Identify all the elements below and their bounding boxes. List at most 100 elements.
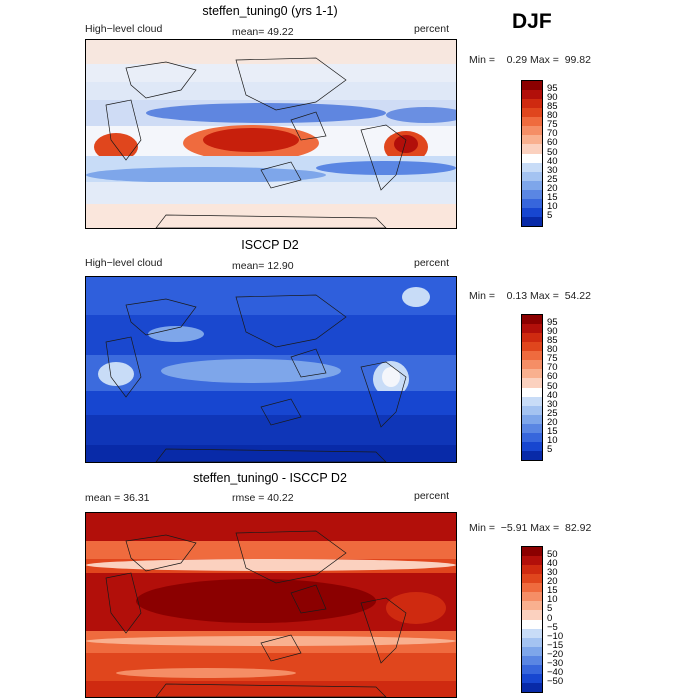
colorbar-label: 50 [547, 146, 558, 158]
colorbar-swatch [522, 450, 542, 460]
colorbar-label: 25 [547, 173, 558, 185]
colorbar-label: 10 [547, 594, 558, 606]
colorbar-swatch [522, 682, 542, 692]
season-label: DJF [512, 10, 552, 33]
colorbar-swatch [522, 333, 542, 343]
colorbar-swatch [522, 171, 542, 181]
colorbar-label: 15 [547, 191, 558, 203]
colorbar-swatch [522, 432, 542, 442]
colorbar-label: 40 [547, 389, 558, 401]
colorbar-label: 75 [547, 353, 558, 365]
map-diff [85, 512, 457, 698]
colorbar-label: −40 [547, 666, 564, 678]
colorbar-swatch [522, 574, 542, 584]
colorbar-label: 10 [547, 434, 558, 446]
colorbar-swatch [522, 180, 542, 190]
variable-label: High−level cloud [85, 257, 163, 269]
colorbar-swatch [522, 414, 542, 424]
colorbar-swatch [522, 315, 542, 325]
colorbar-label: 90 [547, 92, 558, 104]
minmax-label: Min = 0.13 Max = 54.22 [469, 290, 591, 302]
colorbar-label: −10 [547, 630, 564, 642]
colorbar-label: 40 [547, 155, 558, 167]
colorbar-label: 30 [547, 398, 558, 410]
colorbar-swatch [522, 360, 542, 370]
units-label: percent [414, 490, 450, 502]
colorbar-label: 70 [547, 362, 558, 374]
colorbar-swatch [522, 664, 542, 674]
colorbar-swatch [522, 441, 542, 451]
colorbar-swatch [522, 324, 542, 334]
colorbar-swatch [522, 342, 542, 352]
colorbar-label: 75 [547, 119, 558, 131]
colorbar-swatch [522, 198, 542, 208]
colorbar-swatch [522, 583, 542, 593]
colorbar-label: −20 [547, 648, 564, 660]
units-label: percent [414, 23, 450, 35]
colorbar-label: 20 [547, 576, 558, 588]
colorbar [521, 546, 543, 693]
units-label: percent [414, 257, 450, 269]
minmax-label: Min = 0.29 Max = 99.82 [469, 54, 591, 66]
colorbar-swatch [522, 378, 542, 388]
colorbar-label: 5 [547, 443, 553, 455]
mean-label: mean= 12.90 [232, 260, 294, 272]
colorbar-swatch [522, 592, 542, 602]
colorbar-label: −50 [547, 675, 564, 687]
panel-title: steffen_tuning0 (yrs 1-1) [202, 4, 338, 18]
colorbar-swatch [522, 81, 542, 91]
colorbar-label: 30 [547, 164, 558, 176]
colorbar-swatch [522, 351, 542, 361]
colorbar-label: 80 [547, 110, 558, 122]
map-model [85, 39, 457, 229]
colorbar-swatch [522, 153, 542, 163]
colorbar-label: 15 [547, 585, 558, 597]
panel-title: steffen_tuning0 - ISCCP D2 [193, 471, 347, 485]
colorbar-swatch [522, 126, 542, 136]
mean-label: mean = 36.31 [85, 492, 150, 504]
colorbar [521, 314, 543, 461]
colorbar-swatch [522, 162, 542, 172]
colorbar-label: 95 [547, 317, 558, 329]
colorbar-label: 85 [547, 101, 558, 113]
map-obs [85, 276, 457, 463]
colorbar-label: 30 [547, 567, 558, 579]
colorbar-swatch [522, 396, 542, 406]
colorbar-label: 80 [547, 344, 558, 356]
colorbar-swatch [522, 369, 542, 379]
colorbar-swatch [522, 216, 542, 226]
colorbar-swatch [522, 423, 542, 433]
rmse-label: rmse = 40.22 [232, 492, 294, 504]
colorbar-swatch [522, 646, 542, 656]
colorbar-swatch [522, 144, 542, 154]
colorbar-label: −15 [547, 639, 564, 651]
colorbar [521, 80, 543, 227]
colorbar-label: −5 [547, 621, 558, 633]
colorbar-label: 10 [547, 200, 558, 212]
colorbar-swatch [522, 637, 542, 647]
panel-title: ISCCP D2 [241, 238, 299, 252]
map-field [86, 277, 456, 462]
colorbar-swatch [522, 207, 542, 217]
colorbar-label: 95 [547, 83, 558, 95]
colorbar-swatch [522, 117, 542, 127]
colorbar-swatch [522, 547, 542, 557]
colorbar-label: 70 [547, 128, 558, 140]
colorbar-label: −30 [547, 657, 564, 669]
colorbar-label: 5 [547, 603, 553, 615]
colorbar-swatch [522, 135, 542, 145]
colorbar-swatch [522, 601, 542, 611]
colorbar-swatch [522, 90, 542, 100]
colorbar-label: 0 [547, 612, 553, 624]
colorbar-swatch [522, 556, 542, 566]
colorbar-label: 60 [547, 371, 558, 383]
colorbar-swatch [522, 99, 542, 109]
colorbar-swatch [522, 387, 542, 397]
mean-label: mean= 49.22 [232, 26, 294, 38]
colorbar-label: 40 [547, 558, 558, 570]
colorbar-label: 50 [547, 549, 558, 561]
colorbar-swatch [522, 108, 542, 118]
colorbar-label: 20 [547, 416, 558, 428]
colorbar-label: 5 [547, 209, 553, 221]
colorbar-swatch [522, 189, 542, 199]
